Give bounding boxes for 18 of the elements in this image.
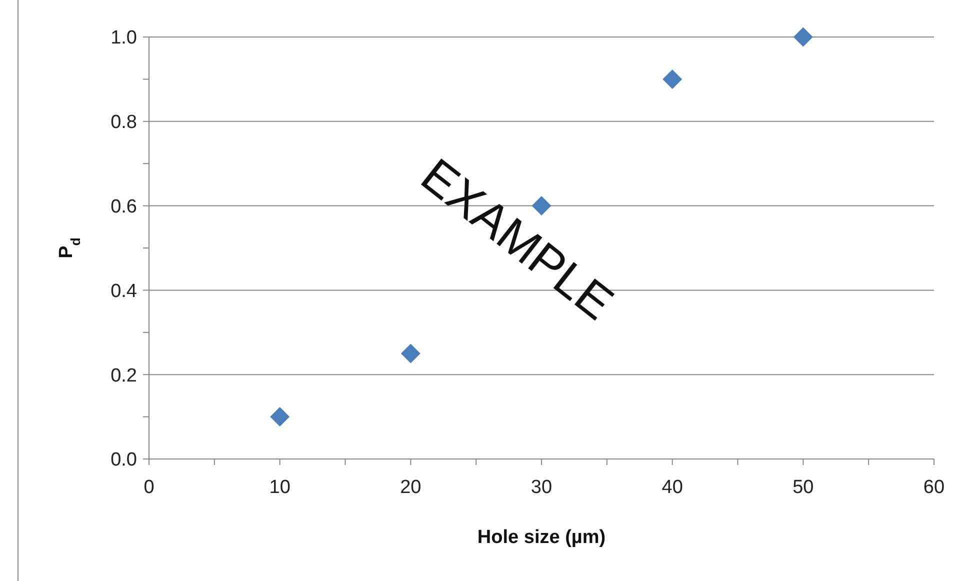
y-tick-label: 0.6: [110, 196, 137, 218]
x-tick-label: 20: [400, 477, 422, 498]
y-tick-label: 0.0: [110, 450, 137, 471]
point: [400, 344, 420, 364]
x-axis-title: Hole size (µm): [477, 527, 606, 548]
y-tick-label: 0.8: [110, 112, 137, 134]
x-tick-label: 0: [144, 477, 154, 498]
x-tick-label: 60: [923, 477, 945, 498]
y-tick-label: 0.4: [110, 280, 138, 302]
x-tick-label: 40: [662, 477, 683, 498]
x-tick-label: 30: [530, 477, 552, 498]
point: [793, 27, 813, 47]
point: [270, 407, 290, 427]
point: [662, 69, 682, 89]
y-tick-label: 1.0: [110, 28, 137, 49]
x-tick-label: 50: [792, 477, 814, 498]
y-tick-label: 0.2: [110, 365, 137, 386]
x-tick-label: 10: [269, 477, 290, 498]
